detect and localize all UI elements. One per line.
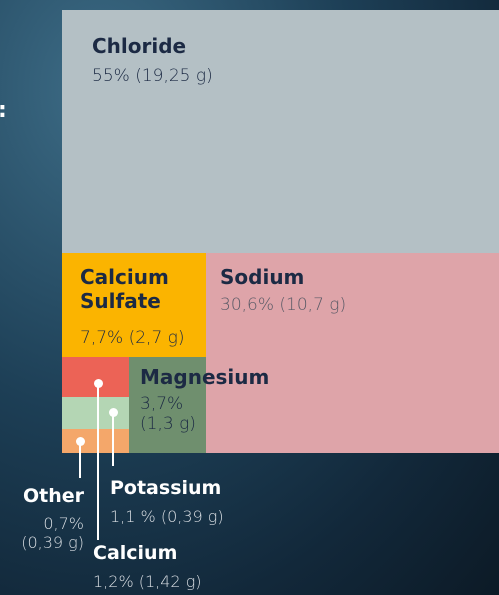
leader-line [79, 441, 81, 478]
segment [62, 357, 129, 397]
leader-dot [93, 378, 103, 388]
segment-value: 55% (19,25 g) [92, 66, 213, 86]
segment [129, 357, 206, 453]
segment-value: 0,7% (0,39 g) [21, 514, 84, 553]
segment [206, 253, 499, 453]
segment-name: Other [22, 485, 84, 507]
leader-dot [75, 436, 85, 446]
cut-text: : [0, 98, 7, 124]
segment-value: 3,7% (1,3 g) [140, 394, 196, 435]
leader-dot [108, 407, 118, 417]
leader-line [112, 412, 114, 466]
segment-value: 1,1 % (0,39 g) [110, 507, 224, 526]
segment-name: Chloride [92, 34, 187, 58]
segment-name: Calcium [93, 542, 178, 564]
segment [62, 397, 129, 429]
segment-name: Calcium Sulfate [80, 265, 169, 313]
segment-value: 1,2% (1,42 g) [93, 572, 202, 591]
segment-name: Magnesium [140, 365, 270, 389]
segment-name: Potassium [110, 477, 222, 499]
segment-value: 30,6% (10,7 g) [220, 295, 347, 315]
segment-value: 7,7% (2,7 g) [80, 328, 185, 348]
segment-name: Sodium [220, 265, 305, 289]
segment [62, 429, 129, 453]
segment [62, 253, 206, 357]
leader-line [97, 383, 99, 540]
segment [62, 10, 499, 253]
